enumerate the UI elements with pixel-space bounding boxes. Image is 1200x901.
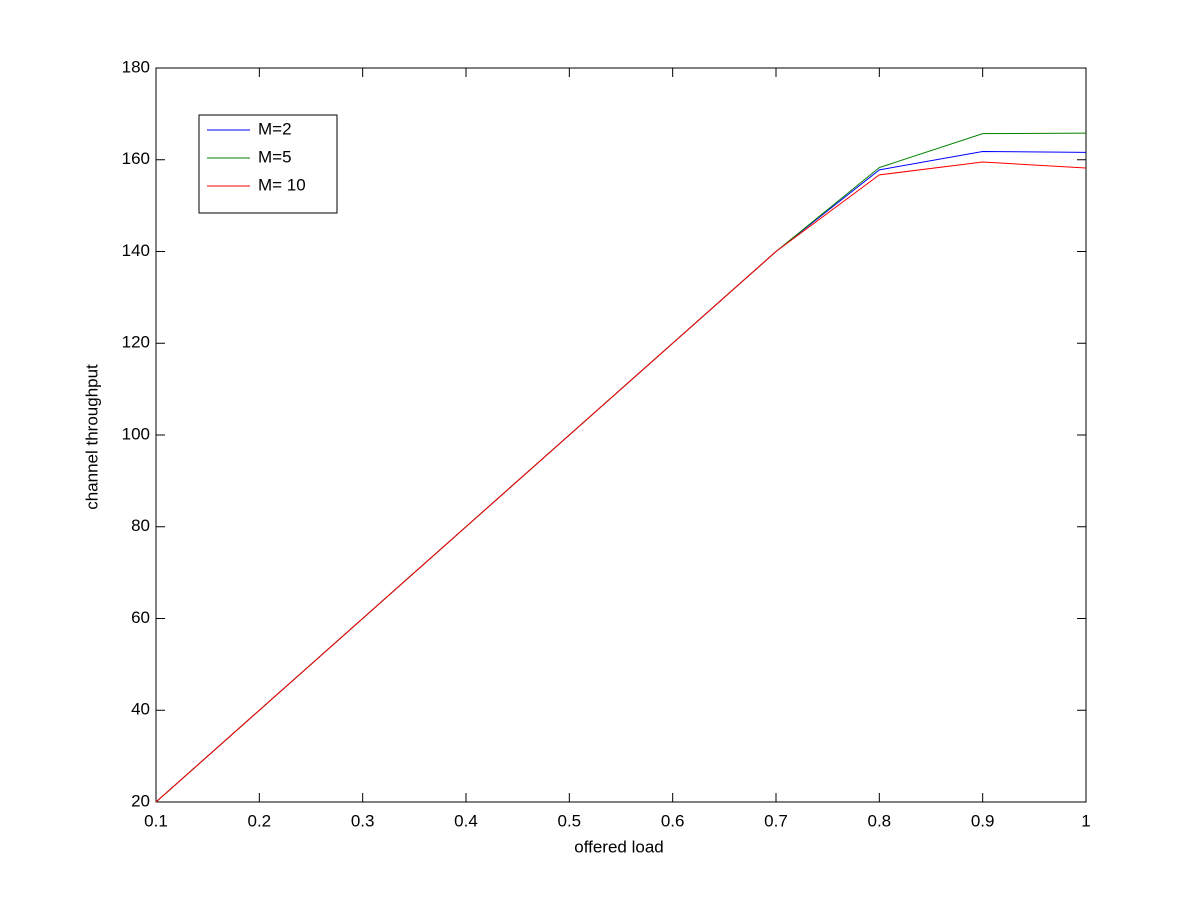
x-tick-label: 1 [1081, 811, 1090, 830]
x-tick-label: 0.7 [764, 811, 788, 830]
y-tick-label: 20 [131, 791, 150, 810]
y-tick-label: 180 [122, 57, 150, 76]
x-axis-label: offered load [574, 837, 663, 856]
x-tick-label: 0.2 [248, 811, 272, 830]
line-series [155, 161, 1087, 803]
x-tick-label: 0.4 [454, 811, 478, 830]
x-tick-label: 0.8 [868, 811, 892, 830]
y-axis-label: channel throughput [82, 364, 101, 510]
legend-box [198, 114, 338, 214]
x-tick-label: 0.1 [144, 811, 168, 830]
legend-label: M= 10 [258, 175, 306, 194]
x-tick-label: 0.6 [661, 811, 685, 830]
x-tick-label: 0.5 [558, 811, 582, 830]
x-tick-label: 0.9 [971, 811, 995, 830]
y-tick-label: 100 [122, 424, 150, 443]
x-tick-label: 0.3 [351, 811, 375, 830]
y-tick-label: 60 [131, 608, 150, 627]
y-tick-label: 140 [122, 241, 150, 260]
y-tick-label: 160 [122, 149, 150, 168]
y-tick-label: 120 [122, 333, 150, 352]
y-tick-label: 40 [131, 700, 150, 719]
legend-label: M=5 [258, 147, 292, 166]
legend-label: M=2 [258, 119, 292, 138]
y-tick-label: 80 [131, 516, 150, 535]
